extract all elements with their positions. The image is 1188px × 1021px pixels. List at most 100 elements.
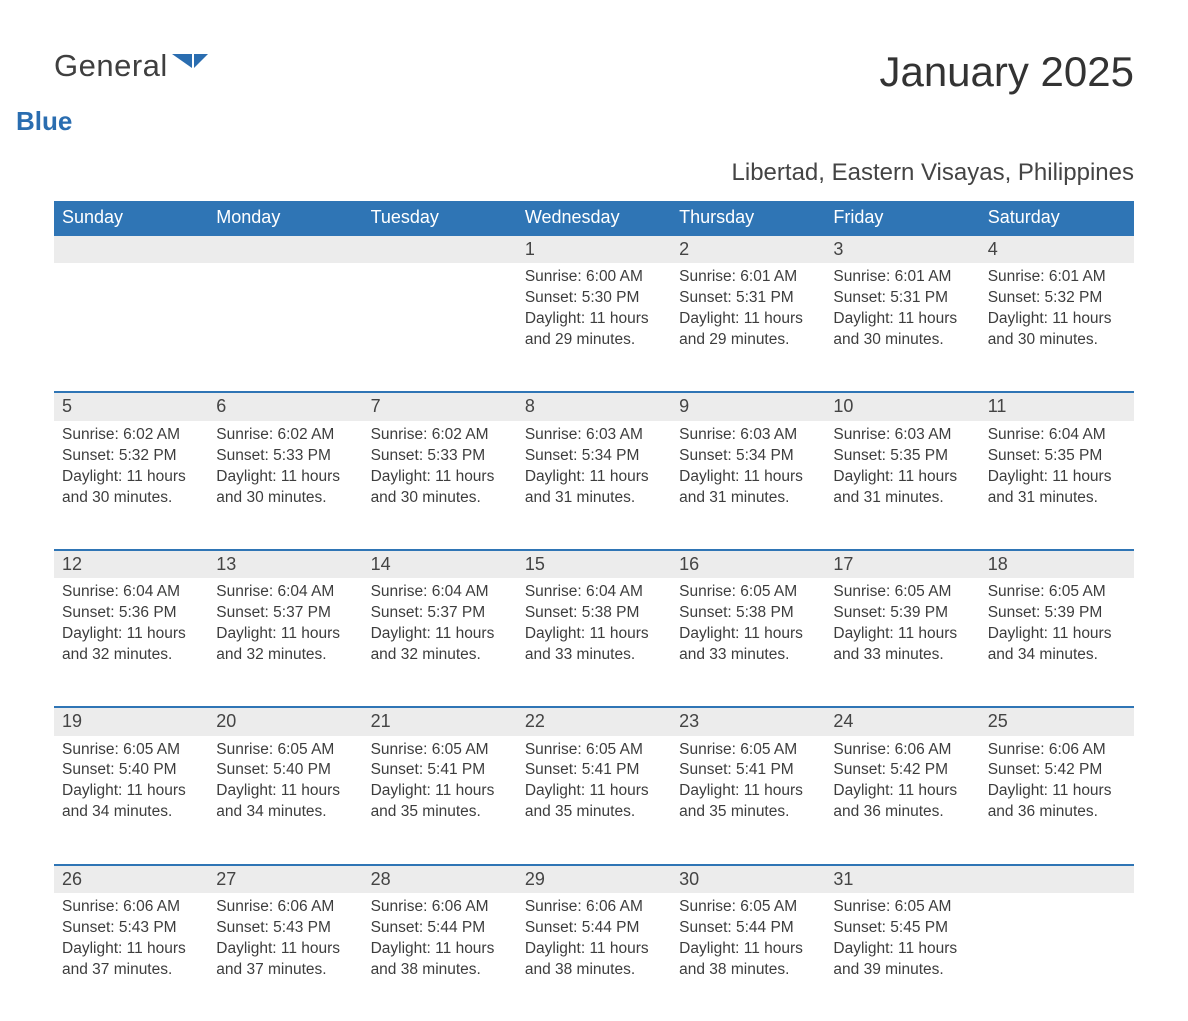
brand-word-2: Blue [16, 106, 168, 137]
day-details: Sunrise: 6:05 AMSunset: 5:41 PMDaylight:… [363, 736, 517, 834]
day-number: 5 [54, 391, 208, 420]
calendar-cell: Sunrise: 6:03 AMSunset: 5:34 PMDaylight:… [517, 421, 671, 549]
day-number: 29 [517, 864, 671, 893]
calendar-header: SundayMondayTuesdayWednesdayThursdayFrid… [54, 201, 1134, 234]
daylight-line: Daylight: 11 hours and 39 minutes. [833, 939, 971, 981]
daylight-line: Daylight: 11 hours and 35 minutes. [525, 781, 663, 823]
calendar-cell: Sunrise: 6:04 AMSunset: 5:37 PMDaylight:… [363, 578, 517, 706]
sunrise-line: Sunrise: 6:05 AM [525, 740, 663, 761]
sunset-line: Sunset: 5:38 PM [525, 603, 663, 624]
sunrise-line: Sunrise: 6:01 AM [833, 267, 971, 288]
weekday-header: Sunday [54, 201, 208, 234]
brand-logo: General Blue [54, 48, 208, 137]
day-number: 16 [671, 549, 825, 578]
calendar-cell: Sunrise: 6:01 AMSunset: 5:32 PMDaylight:… [980, 263, 1134, 391]
day-number: 19 [54, 706, 208, 735]
daylight-line: Daylight: 11 hours and 31 minutes. [833, 467, 971, 509]
day-details: Sunrise: 6:04 AMSunset: 5:37 PMDaylight:… [363, 578, 517, 676]
sunrise-line: Sunrise: 6:02 AM [216, 425, 354, 446]
sunset-line: Sunset: 5:30 PM [525, 288, 663, 309]
sunset-line: Sunset: 5:43 PM [62, 918, 200, 939]
day-details: Sunrise: 6:02 AMSunset: 5:33 PMDaylight:… [208, 421, 362, 519]
day-number: 2 [671, 234, 825, 263]
day-details: Sunrise: 6:04 AMSunset: 5:36 PMDaylight:… [54, 578, 208, 676]
daylight-line: Daylight: 11 hours and 30 minutes. [833, 309, 971, 351]
calendar-cell: Sunrise: 6:05 AMSunset: 5:41 PMDaylight:… [671, 736, 825, 864]
daylight-line: Daylight: 11 hours and 37 minutes. [62, 939, 200, 981]
calendar-cell [54, 263, 208, 391]
daylight-line: Daylight: 11 hours and 34 minutes. [216, 781, 354, 823]
daylight-line: Daylight: 11 hours and 32 minutes. [371, 624, 509, 666]
day-details: Sunrise: 6:05 AMSunset: 5:39 PMDaylight:… [825, 578, 979, 676]
daylight-line: Daylight: 11 hours and 38 minutes. [679, 939, 817, 981]
day-number: 15 [517, 549, 671, 578]
sunrise-line: Sunrise: 6:04 AM [216, 582, 354, 603]
calendar-cell: Sunrise: 6:01 AMSunset: 5:31 PMDaylight:… [825, 263, 979, 391]
day-details: Sunrise: 6:05 AMSunset: 5:39 PMDaylight:… [980, 578, 1134, 676]
day-number: 23 [671, 706, 825, 735]
day-details: Sunrise: 6:04 AMSunset: 5:35 PMDaylight:… [980, 421, 1134, 519]
day-details: Sunrise: 6:02 AMSunset: 5:33 PMDaylight:… [363, 421, 517, 519]
day-number: 31 [825, 864, 979, 893]
day-number: 4 [980, 234, 1134, 263]
sunrise-line: Sunrise: 6:05 AM [371, 740, 509, 761]
day-number: 13 [208, 549, 362, 578]
day-details: Sunrise: 6:04 AMSunset: 5:38 PMDaylight:… [517, 578, 671, 676]
calendar-cell: Sunrise: 6:04 AMSunset: 5:37 PMDaylight:… [208, 578, 362, 706]
day-details: Sunrise: 6:05 AMSunset: 5:40 PMDaylight:… [54, 736, 208, 834]
sunset-line: Sunset: 5:40 PM [62, 760, 200, 781]
daylight-line: Daylight: 11 hours and 30 minutes. [988, 309, 1126, 351]
day-details: Sunrise: 6:02 AMSunset: 5:32 PMDaylight:… [54, 421, 208, 519]
daylight-line: Daylight: 11 hours and 30 minutes. [216, 467, 354, 509]
daylight-line: Daylight: 11 hours and 34 minutes. [62, 781, 200, 823]
calendar-cell: Sunrise: 6:06 AMSunset: 5:42 PMDaylight:… [980, 736, 1134, 864]
day-number: 6 [208, 391, 362, 420]
calendar-cell: Sunrise: 6:04 AMSunset: 5:35 PMDaylight:… [980, 421, 1134, 549]
calendar-cell: Sunrise: 6:06 AMSunset: 5:44 PMDaylight:… [517, 893, 671, 1021]
sunset-line: Sunset: 5:40 PM [216, 760, 354, 781]
day-details: Sunrise: 6:06 AMSunset: 5:42 PMDaylight:… [980, 736, 1134, 834]
location-subtitle: Libertad, Eastern Visayas, Philippines [54, 159, 1134, 187]
day-number [980, 864, 1134, 893]
sunrise-line: Sunrise: 6:04 AM [62, 582, 200, 603]
day-details: Sunrise: 6:01 AMSunset: 5:31 PMDaylight:… [825, 263, 979, 361]
sunrise-line: Sunrise: 6:05 AM [833, 582, 971, 603]
day-details: Sunrise: 6:06 AMSunset: 5:42 PMDaylight:… [825, 736, 979, 834]
sunrise-line: Sunrise: 6:01 AM [679, 267, 817, 288]
sunrise-line: Sunrise: 6:05 AM [216, 740, 354, 761]
daylight-line: Daylight: 11 hours and 36 minutes. [988, 781, 1126, 823]
day-details: Sunrise: 6:00 AMSunset: 5:30 PMDaylight:… [517, 263, 671, 361]
day-details: Sunrise: 6:05 AMSunset: 5:44 PMDaylight:… [671, 893, 825, 991]
day-number: 9 [671, 391, 825, 420]
sunset-line: Sunset: 5:45 PM [833, 918, 971, 939]
day-details: Sunrise: 6:05 AMSunset: 5:41 PMDaylight:… [671, 736, 825, 834]
day-number [208, 234, 362, 263]
daylight-line: Daylight: 11 hours and 32 minutes. [62, 624, 200, 666]
sunrise-line: Sunrise: 6:02 AM [62, 425, 200, 446]
day-number: 25 [980, 706, 1134, 735]
daylight-line: Daylight: 11 hours and 38 minutes. [525, 939, 663, 981]
sunrise-line: Sunrise: 6:06 AM [62, 897, 200, 918]
sunset-line: Sunset: 5:39 PM [833, 603, 971, 624]
day-number: 17 [825, 549, 979, 578]
sunset-line: Sunset: 5:32 PM [988, 288, 1126, 309]
daylight-line: Daylight: 11 hours and 38 minutes. [371, 939, 509, 981]
daylight-line: Daylight: 11 hours and 35 minutes. [371, 781, 509, 823]
day-number: 11 [980, 391, 1134, 420]
sunrise-line: Sunrise: 6:03 AM [525, 425, 663, 446]
calendar-cell: Sunrise: 6:02 AMSunset: 5:33 PMDaylight:… [363, 421, 517, 549]
sunset-line: Sunset: 5:33 PM [371, 446, 509, 467]
calendar-cell: Sunrise: 6:04 AMSunset: 5:36 PMDaylight:… [54, 578, 208, 706]
page-title: January 2025 [879, 48, 1134, 96]
sunset-line: Sunset: 5:37 PM [216, 603, 354, 624]
calendar-cell: Sunrise: 6:04 AMSunset: 5:38 PMDaylight:… [517, 578, 671, 706]
calendar-cell: Sunrise: 6:05 AMSunset: 5:38 PMDaylight:… [671, 578, 825, 706]
sunset-line: Sunset: 5:36 PM [62, 603, 200, 624]
calendar-cell [980, 893, 1134, 1021]
sunrise-line: Sunrise: 6:06 AM [216, 897, 354, 918]
sunrise-line: Sunrise: 6:01 AM [988, 267, 1126, 288]
header-row: General Blue January 2025 [54, 48, 1134, 137]
calendar-cell [363, 263, 517, 391]
day-number: 14 [363, 549, 517, 578]
sunrise-line: Sunrise: 6:06 AM [371, 897, 509, 918]
